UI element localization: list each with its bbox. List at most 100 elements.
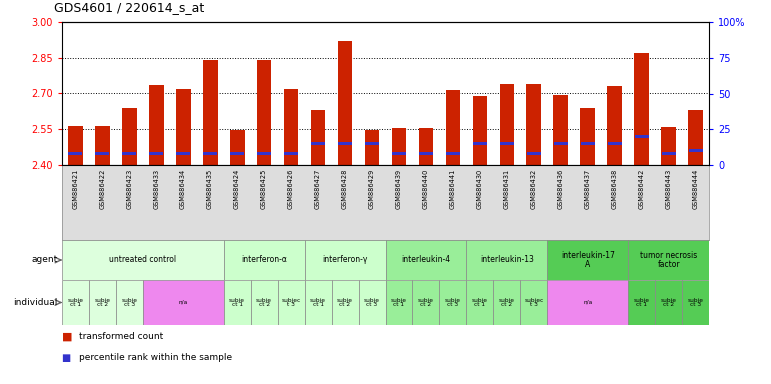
- Text: GSM886428: GSM886428: [342, 169, 348, 209]
- Bar: [520, 280, 547, 325]
- Text: subje
ct 3: subje ct 3: [688, 298, 704, 308]
- Text: GSM886425: GSM886425: [261, 169, 267, 209]
- Text: GSM886439: GSM886439: [396, 169, 402, 209]
- Bar: [392, 128, 406, 165]
- Text: subje
ct 1: subje ct 1: [310, 298, 326, 308]
- Text: n/a: n/a: [584, 300, 592, 305]
- Bar: [689, 110, 703, 165]
- Text: subje
ct 1: subje ct 1: [229, 298, 245, 308]
- Bar: [608, 86, 622, 165]
- Bar: [122, 108, 136, 165]
- Text: subje
ct 3: subje ct 3: [445, 298, 461, 308]
- Text: untreated control: untreated control: [109, 255, 177, 265]
- Bar: [143, 280, 224, 325]
- Bar: [662, 127, 676, 165]
- Bar: [311, 110, 325, 165]
- Bar: [473, 96, 487, 165]
- Text: interleukin-4: interleukin-4: [402, 255, 450, 265]
- Text: subje
ct 2: subje ct 2: [256, 298, 272, 308]
- Text: subje
ct 2: subje ct 2: [337, 298, 353, 308]
- Text: subje
ct 1: subje ct 1: [391, 298, 407, 308]
- Bar: [149, 85, 163, 165]
- Text: subje
ct 1: subje ct 1: [472, 298, 488, 308]
- Bar: [68, 126, 82, 165]
- Text: percentile rank within the sample: percentile rank within the sample: [79, 353, 232, 362]
- Text: GSM886421: GSM886421: [72, 169, 78, 209]
- Bar: [332, 280, 359, 325]
- Bar: [628, 240, 709, 280]
- Text: subje
ct 2: subje ct 2: [499, 298, 515, 308]
- Bar: [231, 152, 244, 156]
- Bar: [284, 89, 298, 165]
- Bar: [95, 126, 109, 165]
- Bar: [386, 240, 466, 280]
- Bar: [439, 280, 466, 325]
- Bar: [689, 149, 702, 152]
- Bar: [386, 280, 412, 325]
- Bar: [305, 280, 332, 325]
- Text: GSM886430: GSM886430: [477, 169, 483, 209]
- Text: GSM886438: GSM886438: [612, 169, 618, 209]
- Text: n/a: n/a: [179, 300, 187, 305]
- Text: subje
ct 1: subje ct 1: [634, 298, 650, 308]
- Bar: [257, 60, 271, 165]
- Bar: [554, 95, 568, 165]
- Bar: [123, 152, 136, 156]
- Bar: [89, 280, 116, 325]
- Bar: [62, 280, 89, 325]
- Text: interleukin-17
A: interleukin-17 A: [561, 251, 614, 269]
- Bar: [311, 142, 325, 145]
- Bar: [608, 142, 621, 145]
- Text: GSM886436: GSM886436: [558, 169, 564, 209]
- Text: GSM886423: GSM886423: [126, 169, 132, 209]
- Text: subjec
t 3: subjec t 3: [281, 298, 301, 308]
- Bar: [365, 131, 379, 165]
- Text: ■: ■: [62, 331, 76, 341]
- Text: subje
ct 3: subje ct 3: [364, 298, 380, 308]
- Bar: [203, 60, 217, 165]
- Text: GSM886422: GSM886422: [99, 169, 105, 209]
- Text: GSM886444: GSM886444: [693, 169, 699, 209]
- Text: GSM886427: GSM886427: [315, 169, 321, 209]
- Bar: [305, 240, 386, 280]
- Text: agent: agent: [32, 255, 58, 265]
- Text: transformed count: transformed count: [79, 332, 163, 341]
- Bar: [547, 280, 628, 325]
- Text: ■: ■: [62, 353, 74, 362]
- Bar: [230, 131, 244, 165]
- Text: subje
ct 2: subje ct 2: [661, 298, 677, 308]
- Bar: [62, 240, 224, 280]
- Bar: [500, 142, 513, 145]
- Text: subje
ct 2: subje ct 2: [94, 298, 110, 308]
- Text: subje
ct 2: subje ct 2: [418, 298, 434, 308]
- Bar: [419, 128, 433, 165]
- Bar: [635, 53, 649, 165]
- Bar: [224, 240, 305, 280]
- Bar: [224, 280, 251, 325]
- Bar: [359, 280, 386, 325]
- Bar: [176, 89, 190, 165]
- Text: GSM886433: GSM886433: [153, 169, 159, 209]
- Text: GSM886441: GSM886441: [450, 169, 456, 209]
- Bar: [251, 280, 278, 325]
- Bar: [500, 84, 514, 165]
- Bar: [547, 240, 628, 280]
- Bar: [392, 152, 406, 156]
- Bar: [96, 152, 109, 156]
- Text: GSM886435: GSM886435: [207, 169, 213, 209]
- Bar: [284, 152, 298, 156]
- Bar: [446, 152, 460, 156]
- Bar: [628, 280, 655, 325]
- Bar: [177, 152, 190, 156]
- Text: tumor necrosis
factor: tumor necrosis factor: [640, 251, 698, 269]
- Bar: [554, 142, 567, 145]
- Bar: [278, 280, 305, 325]
- Text: GSM886426: GSM886426: [288, 169, 294, 209]
- Text: GSM886424: GSM886424: [234, 169, 240, 209]
- Bar: [365, 142, 379, 145]
- Bar: [412, 280, 439, 325]
- Bar: [493, 280, 520, 325]
- Text: individual: individual: [13, 298, 58, 307]
- Bar: [204, 152, 217, 156]
- Text: subjec
t 3: subjec t 3: [524, 298, 544, 308]
